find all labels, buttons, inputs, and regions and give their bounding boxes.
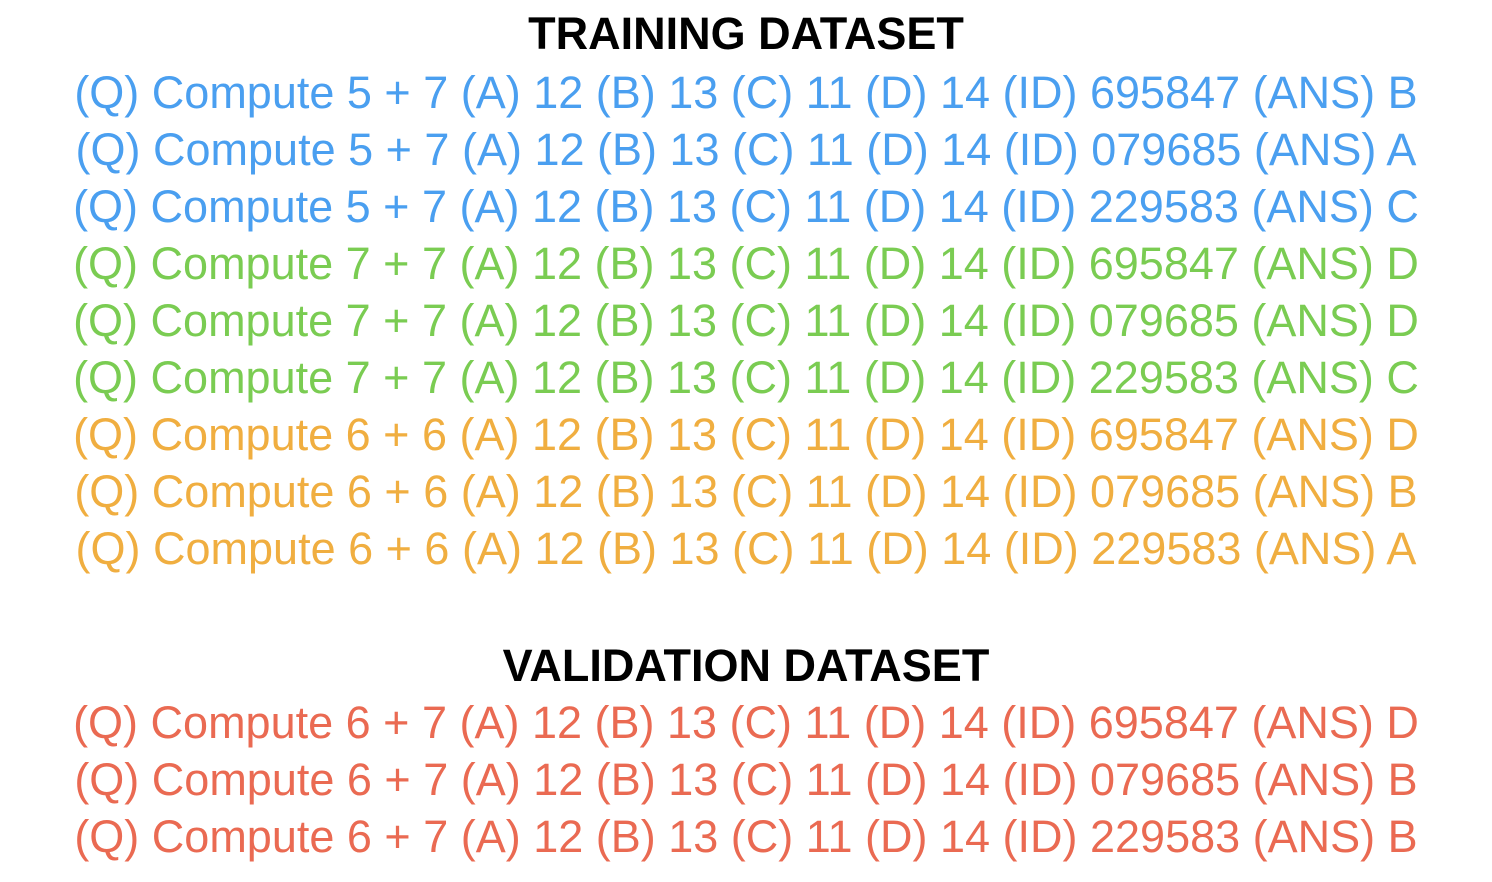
validation-row-1: (Q) Compute 6 + 7 (A) 12 (B) 13 (C) 11 (… — [73, 697, 1419, 748]
training-dataset-title: TRAINING DATASET — [528, 8, 964, 59]
training-row-5: (Q) Compute 7 + 7 (A) 12 (B) 13 (C) 11 (… — [73, 295, 1419, 346]
training-row-8: (Q) Compute 6 + 6 (A) 12 (B) 13 (C) 11 (… — [74, 466, 1418, 517]
training-row-9: (Q) Compute 6 + 6 (A) 12 (B) 13 (C) 11 (… — [75, 523, 1417, 574]
validation-row-3: (Q) Compute 6 + 7 (A) 12 (B) 13 (C) 11 (… — [74, 811, 1418, 862]
validation-dataset-title: VALIDATION DATASET — [502, 640, 990, 691]
validation-row-2: (Q) Compute 6 + 7 (A) 12 (B) 13 (C) 11 (… — [74, 754, 1418, 805]
training-row-2: (Q) Compute 5 + 7 (A) 12 (B) 13 (C) 11 (… — [75, 124, 1417, 175]
training-row-3: (Q) Compute 5 + 7 (A) 12 (B) 13 (C) 11 (… — [73, 181, 1419, 232]
training-row-7: (Q) Compute 6 + 6 (A) 12 (B) 13 (C) 11 (… — [73, 409, 1419, 460]
training-dataset-list: (Q) Compute 5 + 7 (A) 12 (B) 13 (C) 11 (… — [0, 64, 1492, 577]
validation-dataset-list: (Q) Compute 6 + 7 (A) 12 (B) 13 (C) 11 (… — [0, 694, 1492, 865]
training-row-4: (Q) Compute 7 + 7 (A) 12 (B) 13 (C) 11 (… — [73, 238, 1419, 289]
training-row-1: (Q) Compute 5 + 7 (A) 12 (B) 13 (C) 11 (… — [74, 67, 1418, 118]
training-row-6: (Q) Compute 7 + 7 (A) 12 (B) 13 (C) 11 (… — [73, 352, 1419, 403]
